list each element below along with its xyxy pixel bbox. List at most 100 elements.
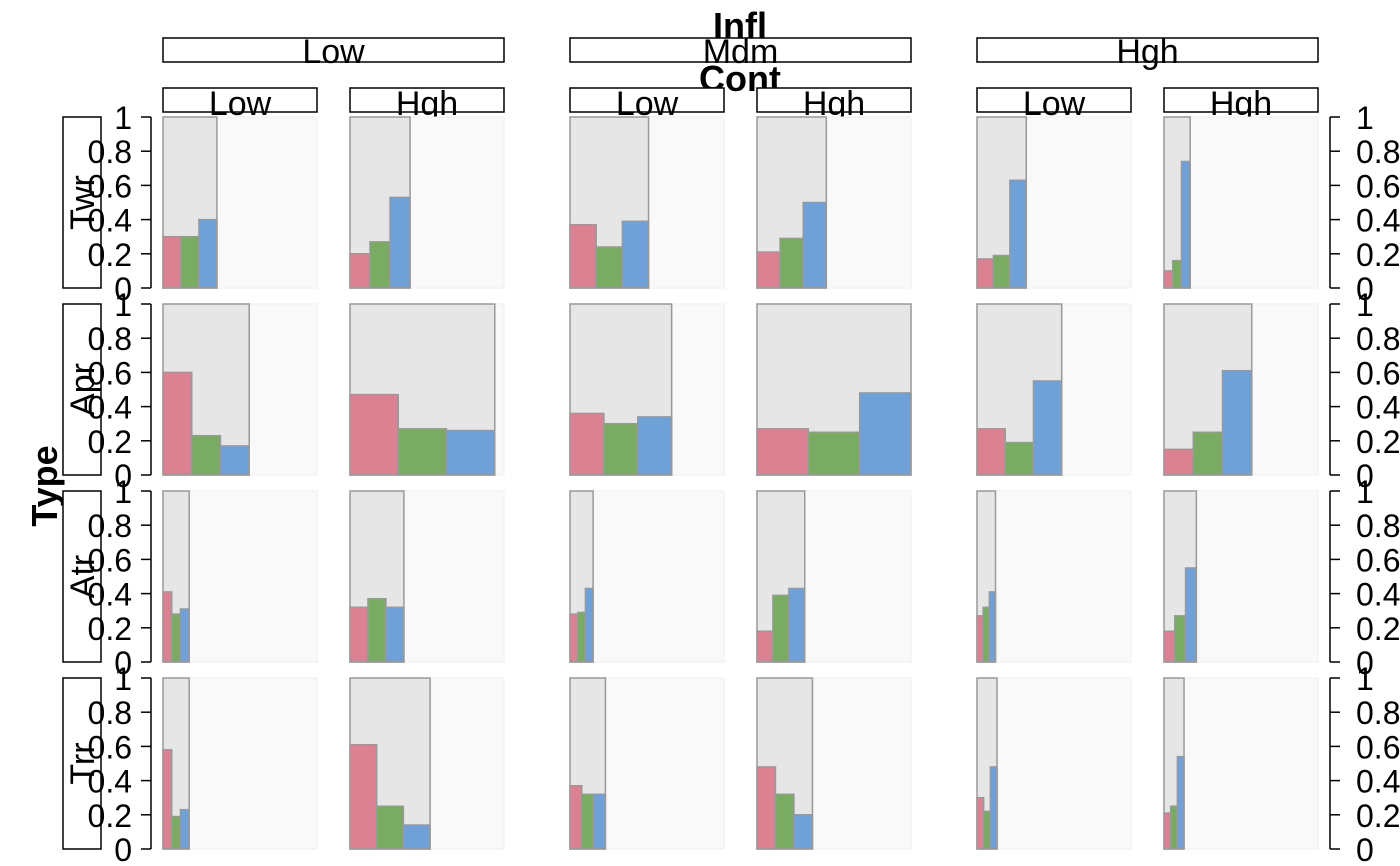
- left-tick-label: 0.6: [88, 355, 132, 391]
- value-bar: [774, 793, 795, 850]
- value-bar: [198, 218, 218, 289]
- value-bar: [989, 766, 998, 850]
- left-tick-label: 1: [114, 661, 132, 697]
- value-bar: [180, 235, 200, 289]
- value-bar: [1163, 448, 1195, 476]
- value-bar: [976, 615, 984, 663]
- value-bar: [1032, 380, 1063, 476]
- right-tick-label: 1: [1356, 100, 1374, 136]
- right-tick-label: 0.2: [1356, 611, 1400, 647]
- axes: 0 00.2 0.20.4 0.40.6 0.60.8 0.81 10 00.2 0.20.4 0…: [88, 100, 1400, 866]
- value-bar: [569, 613, 579, 663]
- value-bar: [1163, 270, 1174, 289]
- right-tick-label: 0.2: [1356, 424, 1400, 460]
- value-bar: [756, 251, 781, 289]
- value-bar: [162, 591, 173, 663]
- outer-strip-box: [162, 37, 505, 63]
- left-tick-label: 0.2: [88, 611, 132, 647]
- value-bar: [369, 241, 391, 289]
- value-bar: [219, 445, 250, 476]
- panels: [162, 116, 1319, 850]
- row-strip-box: [62, 490, 102, 663]
- value-bar: [385, 606, 405, 663]
- right-tick-label: 1: [1356, 287, 1374, 323]
- value-bar: [1171, 259, 1183, 289]
- value-bar: [637, 416, 673, 476]
- right-tick-label: 0: [1356, 832, 1374, 866]
- value-bar: [1221, 369, 1253, 476]
- value-bar: [793, 814, 814, 850]
- value-bar: [445, 429, 496, 476]
- row-strip-label: Trr: [64, 742, 102, 784]
- value-bar: [1176, 755, 1185, 850]
- panel-background: [976, 490, 1132, 663]
- value-bar: [349, 393, 400, 476]
- left-tick-label: 0: [114, 271, 132, 307]
- right-tick-label: 0.4: [1356, 764, 1400, 800]
- value-bar: [858, 392, 912, 476]
- right-tick-label: 1: [1356, 474, 1374, 510]
- outer-strip-box: [569, 37, 912, 63]
- value-bar: [976, 428, 1006, 476]
- row-factor-label: Type: [24, 445, 65, 526]
- row-strip-label: Twr: [64, 175, 102, 230]
- right-tick-label: 0.6: [1356, 729, 1400, 765]
- value-bar: [772, 594, 790, 663]
- value-bar: [402, 824, 431, 850]
- left-tick-label: 0.4: [88, 577, 132, 613]
- right-tick-label: 0.4: [1356, 577, 1400, 613]
- value-bar: [802, 201, 828, 289]
- row-strip-box: [62, 303, 102, 476]
- value-bar: [1169, 805, 1179, 850]
- left-tick-label: 0.8: [88, 695, 132, 731]
- value-bar: [756, 428, 810, 476]
- right-tick-label: 0: [1356, 645, 1374, 681]
- value-bar: [982, 810, 992, 850]
- inner-strip-box: [569, 87, 725, 113]
- left-tick-label: 0.2: [88, 798, 132, 834]
- value-bar: [1163, 630, 1176, 663]
- right-tick-label: 0.8: [1356, 508, 1400, 544]
- right-tick-label: 0.8: [1356, 695, 1400, 731]
- value-bar: [595, 246, 624, 289]
- panel-background: [1163, 677, 1319, 850]
- right-tick-label: 0.8: [1356, 134, 1400, 170]
- left-tick-label: 0.4: [88, 390, 132, 426]
- left-tick-label: 1: [114, 287, 132, 323]
- value-bar: [569, 223, 597, 289]
- right-tick-label: 0.2: [1356, 237, 1400, 273]
- left-tick-label: 0.8: [88, 321, 132, 357]
- row-strips: Twr Apr Atr Trr: [62, 116, 102, 850]
- inner-strip-box: [756, 87, 912, 113]
- value-bar: [162, 749, 173, 850]
- value-bar: [982, 606, 991, 663]
- value-bar: [976, 796, 985, 850]
- value-bar: [170, 613, 182, 663]
- type-label: Type: [24, 445, 65, 526]
- value-bar: [1004, 441, 1035, 476]
- left-tick-label: 0.6: [88, 729, 132, 765]
- value-bar: [1174, 615, 1187, 663]
- outer-strip-label: Low: [302, 33, 365, 71]
- right-tick-label: 0: [1356, 271, 1374, 307]
- left-tick-label: 1: [114, 474, 132, 510]
- row-strip-label: Atr: [64, 555, 102, 598]
- right-tick-label: 0.2: [1356, 798, 1400, 834]
- inner-strip-box: [162, 87, 318, 113]
- value-bar: [581, 793, 595, 850]
- value-bar: [1180, 160, 1191, 289]
- value-bar: [603, 422, 639, 476]
- value-bar: [349, 253, 371, 289]
- value-bar: [349, 606, 369, 663]
- left-tick-label: 0.4: [88, 203, 132, 239]
- row-strip-label: Apr: [64, 363, 102, 416]
- outer-strip-box: [976, 37, 1319, 63]
- right-tick-label: 0: [1356, 458, 1374, 494]
- value-bar: [788, 587, 806, 663]
- value-bar: [569, 412, 605, 476]
- value-bar: [162, 235, 182, 289]
- left-tick-label: 0.8: [88, 508, 132, 544]
- panel-background: [976, 677, 1132, 850]
